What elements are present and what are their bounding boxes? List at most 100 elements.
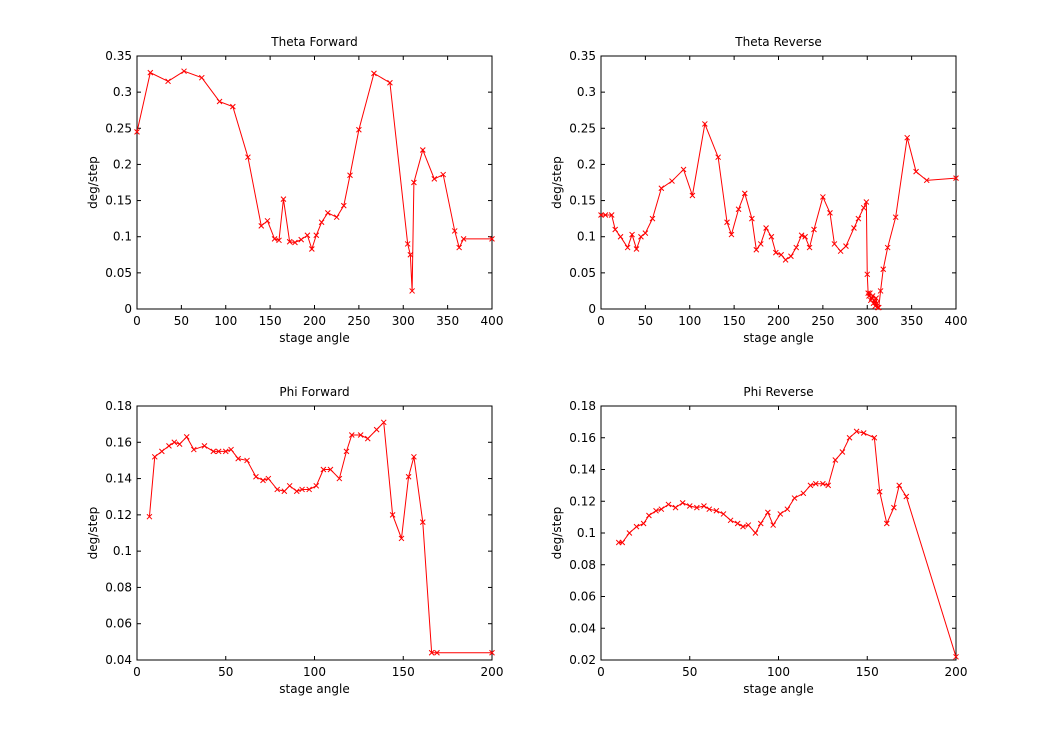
data-point-marker xyxy=(612,226,619,233)
data-point-marker xyxy=(245,154,251,161)
data-point-marker xyxy=(308,246,315,252)
data-point-marker xyxy=(768,233,775,240)
data-point-marker xyxy=(340,202,347,209)
data-point-marker xyxy=(872,303,879,309)
data-point-marker xyxy=(740,523,746,530)
data-point-marker xyxy=(364,435,371,442)
x-axis-label: stage angle xyxy=(743,682,813,696)
data-point-marker xyxy=(244,457,250,464)
data-point-marker xyxy=(913,168,919,175)
data-point-marker xyxy=(320,466,327,473)
y-axis-label: deg/step xyxy=(550,156,564,209)
data-point-marker xyxy=(348,432,355,438)
data-point-marker xyxy=(333,214,340,221)
data-point-marker xyxy=(629,231,635,238)
data-point-marker xyxy=(875,304,881,311)
data-point-marker xyxy=(763,225,769,231)
x-tick-label: 350 xyxy=(436,314,459,328)
data-point-marker xyxy=(757,520,764,527)
data-point-marker xyxy=(617,233,624,240)
data-point-marker xyxy=(419,519,426,525)
x-tick-label: 300 xyxy=(392,314,415,328)
data-point-marker xyxy=(706,506,713,513)
x-tick-label: 50 xyxy=(218,665,233,679)
data-point-marker xyxy=(293,488,300,495)
data-point-marker xyxy=(896,482,903,489)
x-axis-label: stage angle xyxy=(743,331,813,345)
data-point-marker xyxy=(839,449,846,455)
data-point-marker xyxy=(451,228,458,234)
data-point-marker xyxy=(772,249,779,256)
data-point-marker xyxy=(299,486,305,493)
data-point-marker xyxy=(602,212,609,218)
x-tick-label: 350 xyxy=(900,314,923,328)
data-point-marker xyxy=(434,649,440,656)
data-point-marker xyxy=(222,448,229,455)
data-point-marker xyxy=(800,490,807,497)
data-point-marker xyxy=(855,215,862,222)
data-point-marker xyxy=(318,219,325,226)
data-point-marker xyxy=(276,237,282,244)
data-point-marker xyxy=(720,511,727,517)
data-point-marker xyxy=(404,241,411,247)
y-tick-label: 0.2 xyxy=(577,157,596,171)
x-tick-label: 0 xyxy=(597,665,605,679)
data-point-marker xyxy=(874,300,880,307)
data-point-marker xyxy=(313,232,320,239)
x-tick-label: 0 xyxy=(597,314,605,328)
data-point-marker xyxy=(633,246,640,252)
x-tick-label: 150 xyxy=(259,314,282,328)
theta-forward-panel: Theta Forward stage angle deg/step 0 50 10… xyxy=(86,35,503,345)
data-point-marker xyxy=(827,210,833,216)
data-point-marker xyxy=(356,126,362,133)
x-tick-label: 100 xyxy=(214,314,237,328)
x-tick-label: 200 xyxy=(945,665,968,679)
data-point-marker xyxy=(853,428,860,435)
data-point-marker xyxy=(903,493,910,500)
data-point-marker xyxy=(389,512,396,518)
data-point-marker xyxy=(598,212,604,218)
data-point-marker xyxy=(642,230,649,236)
data-point-marker xyxy=(411,453,417,460)
y-tick-label: 0.05 xyxy=(569,266,596,280)
x-tick-label: 300 xyxy=(856,314,879,328)
data-point-marker xyxy=(343,448,350,455)
chart-title: Phi Forward xyxy=(279,385,349,399)
data-point-marker xyxy=(460,236,467,242)
data-point-marker xyxy=(265,475,272,482)
data-point-marker xyxy=(286,482,293,489)
data-point-marker xyxy=(883,520,890,527)
data-point-marker xyxy=(689,192,696,199)
data-point-marker xyxy=(798,232,805,239)
series-line xyxy=(136,70,492,291)
data-point-marker xyxy=(757,241,764,247)
data-point-marker xyxy=(877,288,884,294)
x-tick-label: 400 xyxy=(945,314,968,328)
data-point-marker xyxy=(405,473,412,480)
phi-forward-panel: Phi Forward stage angle deg/step 0 50 100 1… xyxy=(86,385,503,696)
x-tick-label: 100 xyxy=(767,665,790,679)
data-point-marker xyxy=(832,457,839,463)
y-tick-label: 0 xyxy=(588,302,596,316)
data-point-marker xyxy=(753,246,760,253)
data-point-marker xyxy=(371,70,377,77)
data-point-marker xyxy=(158,448,165,455)
data-point-marker xyxy=(215,448,222,455)
data-point-marker xyxy=(411,179,417,186)
y-tick-label: 0.1 xyxy=(113,544,132,558)
data-point-marker xyxy=(820,194,826,200)
data-point-marker xyxy=(407,251,414,258)
data-point-marker xyxy=(680,166,687,173)
x-tick-label: 150 xyxy=(856,665,879,679)
data-point-marker xyxy=(216,98,223,105)
data-point-marker xyxy=(812,480,819,487)
data-point-marker xyxy=(280,196,287,202)
y-tick-label: 0.35 xyxy=(105,49,132,63)
y-tick-label: 0.15 xyxy=(105,194,132,208)
y-tick-label: 0.18 xyxy=(105,399,132,413)
data-point-marker xyxy=(281,488,288,495)
y-tick-label: 0.08 xyxy=(569,558,596,572)
data-point-marker xyxy=(735,206,742,213)
data-point-marker xyxy=(260,477,266,484)
